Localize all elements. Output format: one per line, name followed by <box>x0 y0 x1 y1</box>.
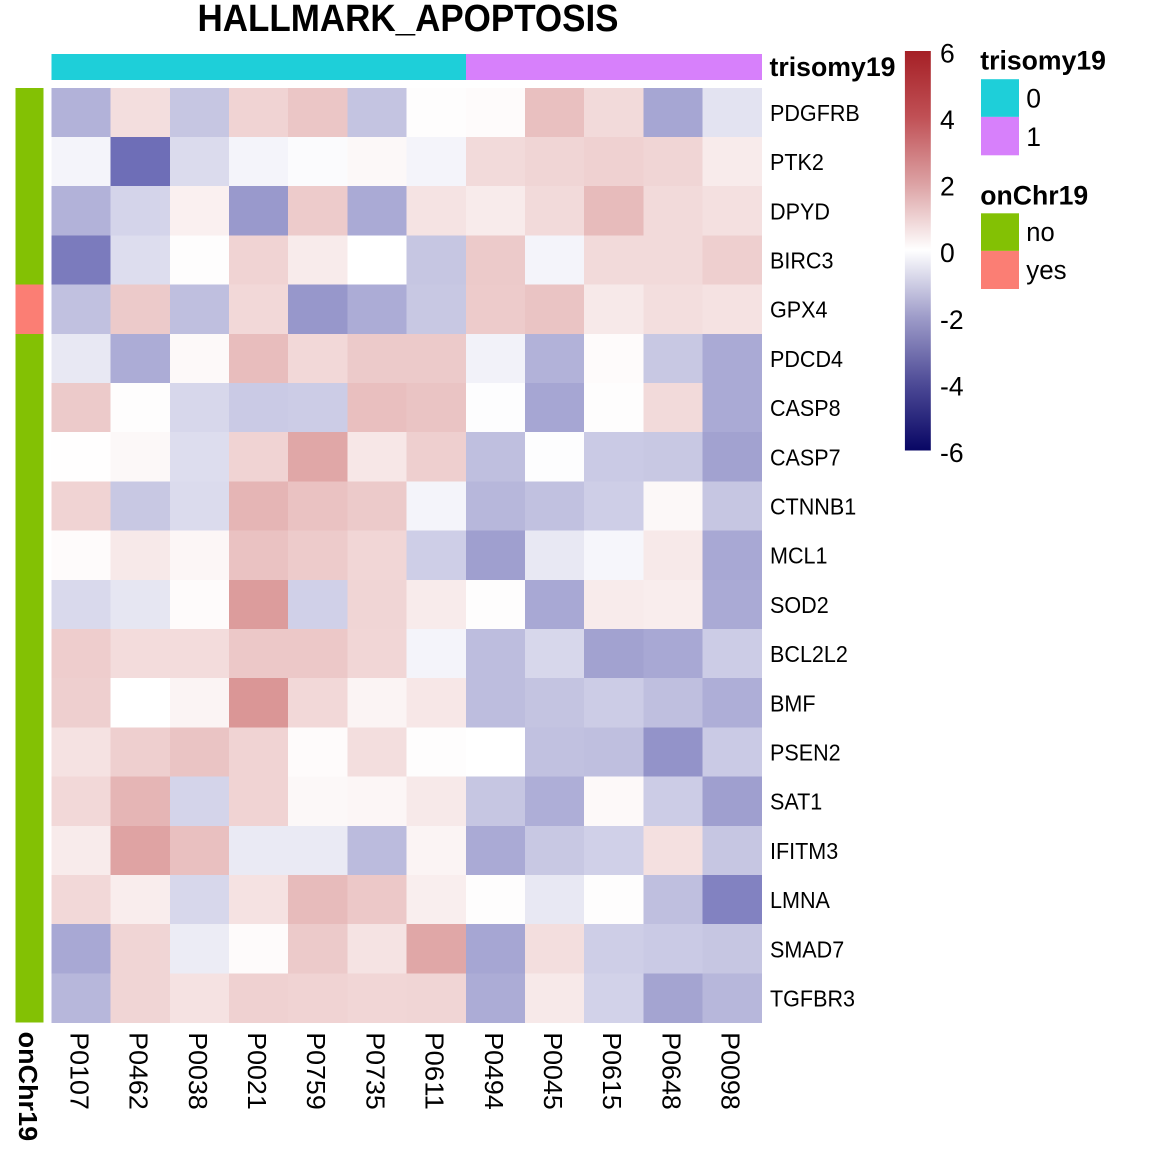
svg-text:trisomy19: trisomy19 <box>980 46 1106 76</box>
svg-text:P0759: P0759 <box>301 1032 329 1110</box>
svg-text:1: 1 <box>1026 122 1041 152</box>
svg-text:PDCD4: PDCD4 <box>770 346 843 372</box>
svg-text:P0045: P0045 <box>538 1032 566 1110</box>
svg-text:GPX4: GPX4 <box>770 297 828 323</box>
svg-text:BMF: BMF <box>770 690 816 716</box>
svg-text:P0494: P0494 <box>479 1032 507 1110</box>
svg-text:MCL1: MCL1 <box>770 543 828 569</box>
svg-text:6: 6 <box>940 39 955 69</box>
svg-text:DPYD: DPYD <box>770 198 830 224</box>
svg-text:-4: -4 <box>940 371 964 401</box>
svg-text:0: 0 <box>1026 83 1041 113</box>
svg-text:-6: -6 <box>940 438 964 468</box>
svg-text:SMAD7: SMAD7 <box>770 936 844 962</box>
svg-text:onChr19: onChr19 <box>980 180 1088 210</box>
svg-text:4: 4 <box>940 105 955 135</box>
svg-text:P0021: P0021 <box>242 1032 270 1110</box>
svg-text:SAT1: SAT1 <box>770 789 822 815</box>
svg-text:trisomy19: trisomy19 <box>770 52 896 82</box>
svg-text:onChr19: onChr19 <box>13 1032 43 1142</box>
svg-text:P0098: P0098 <box>716 1032 744 1110</box>
svg-text:BCL2L2: BCL2L2 <box>770 641 848 667</box>
svg-text:P0648: P0648 <box>656 1032 684 1110</box>
svg-text:HALLMARK_APOPTOSIS: HALLMARK_APOPTOSIS <box>198 0 619 40</box>
svg-text:CASP7: CASP7 <box>770 444 841 470</box>
svg-text:P0107: P0107 <box>64 1032 92 1110</box>
svg-text:TGFBR3: TGFBR3 <box>770 986 855 1012</box>
svg-text:P0611: P0611 <box>420 1032 448 1110</box>
svg-text:CASP8: CASP8 <box>770 395 841 421</box>
svg-text:CTNNB1: CTNNB1 <box>770 494 856 520</box>
svg-text:LMNA: LMNA <box>770 887 831 913</box>
svg-text:PSEN2: PSEN2 <box>770 740 841 766</box>
svg-text:PTK2: PTK2 <box>770 149 824 175</box>
svg-text:P0462: P0462 <box>124 1032 152 1110</box>
svg-text:-2: -2 <box>940 305 964 335</box>
svg-text:no: no <box>1026 217 1054 247</box>
svg-text:P0038: P0038 <box>183 1032 211 1110</box>
svg-text:P0735: P0735 <box>360 1032 388 1110</box>
svg-text:yes: yes <box>1026 255 1066 285</box>
svg-text:0: 0 <box>940 238 955 268</box>
svg-text:PDGFRB: PDGFRB <box>770 100 860 126</box>
svg-text:IFITM3: IFITM3 <box>770 838 838 864</box>
svg-text:2: 2 <box>940 172 955 202</box>
svg-text:BIRC3: BIRC3 <box>770 248 834 274</box>
svg-text:SOD2: SOD2 <box>770 592 829 618</box>
svg-text:P0615: P0615 <box>597 1032 625 1110</box>
